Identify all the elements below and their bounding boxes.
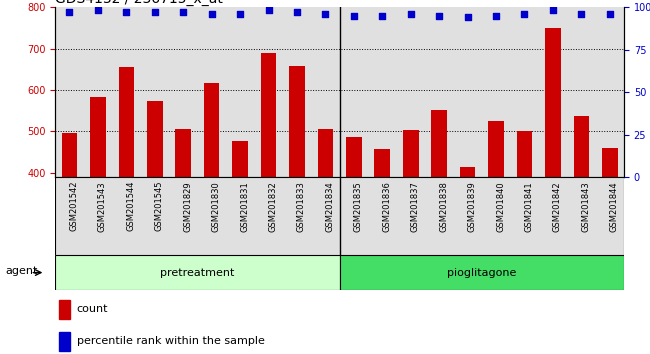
Point	[377, 13, 387, 18]
Bar	[460, 167, 475, 339]
Bar	[573, 116, 589, 339]
Text: GSM201543: GSM201543	[98, 181, 107, 232]
Point	[462, 15, 473, 20]
Text: GSM201829: GSM201829	[183, 181, 192, 232]
Text: GSM201835: GSM201835	[354, 181, 363, 232]
Text: GSM201841: GSM201841	[525, 181, 534, 232]
Text: agent: agent	[6, 266, 38, 276]
Text: GSM201834: GSM201834	[326, 181, 334, 232]
Text: GSM201833: GSM201833	[297, 181, 306, 232]
Point	[235, 11, 245, 17]
Bar	[289, 66, 305, 339]
Point	[207, 11, 217, 17]
Text: count: count	[77, 304, 108, 314]
Bar	[176, 129, 191, 339]
Bar	[90, 97, 106, 339]
Bar	[318, 129, 333, 339]
Bar	[58, 300, 70, 319]
Text: GSM201545: GSM201545	[155, 181, 164, 232]
Text: GSM201830: GSM201830	[212, 181, 220, 232]
Text: GSM201837: GSM201837	[411, 181, 420, 232]
Bar	[432, 110, 447, 339]
Bar	[58, 332, 70, 351]
Point	[121, 9, 131, 15]
Bar	[118, 67, 134, 339]
Text: GSM201831: GSM201831	[240, 181, 249, 232]
Text: GSM201842: GSM201842	[553, 181, 562, 232]
Point	[604, 11, 615, 17]
Text: pretreatment: pretreatment	[161, 268, 235, 278]
Point	[548, 8, 558, 13]
Point	[434, 13, 445, 18]
Text: GSM201832: GSM201832	[268, 181, 278, 232]
Bar	[403, 130, 419, 339]
Bar	[488, 121, 504, 339]
Point	[178, 9, 188, 15]
Text: GSM201836: GSM201836	[382, 181, 391, 232]
Text: GDS4132 / 236715_x_at: GDS4132 / 236715_x_at	[55, 0, 223, 6]
Point	[150, 9, 160, 15]
Point	[491, 13, 501, 18]
Point	[292, 9, 302, 15]
Text: pioglitagone: pioglitagone	[447, 268, 517, 278]
Point	[576, 11, 586, 17]
Text: GSM201839: GSM201839	[467, 181, 476, 232]
Bar	[339, 255, 624, 290]
Bar	[545, 28, 561, 339]
Text: GSM201843: GSM201843	[581, 181, 590, 232]
Point	[348, 13, 359, 18]
Bar	[261, 53, 276, 339]
Bar	[602, 148, 617, 339]
Text: GSM201844: GSM201844	[610, 181, 619, 232]
Point	[93, 8, 103, 13]
Text: percentile rank within the sample: percentile rank within the sample	[77, 336, 265, 346]
Bar	[55, 255, 339, 290]
Bar	[232, 141, 248, 339]
Bar	[62, 133, 77, 339]
Bar	[346, 137, 361, 339]
Text: GSM201544: GSM201544	[126, 181, 135, 232]
Point	[406, 11, 416, 17]
Text: GSM201542: GSM201542	[70, 181, 79, 232]
Point	[320, 11, 331, 17]
Bar	[204, 82, 220, 339]
Bar	[147, 101, 162, 339]
Point	[64, 9, 75, 15]
Bar	[374, 149, 390, 339]
Bar	[517, 131, 532, 339]
Text: GSM201840: GSM201840	[496, 181, 505, 232]
Point	[263, 8, 274, 13]
Point	[519, 11, 530, 17]
Text: GSM201838: GSM201838	[439, 181, 448, 232]
